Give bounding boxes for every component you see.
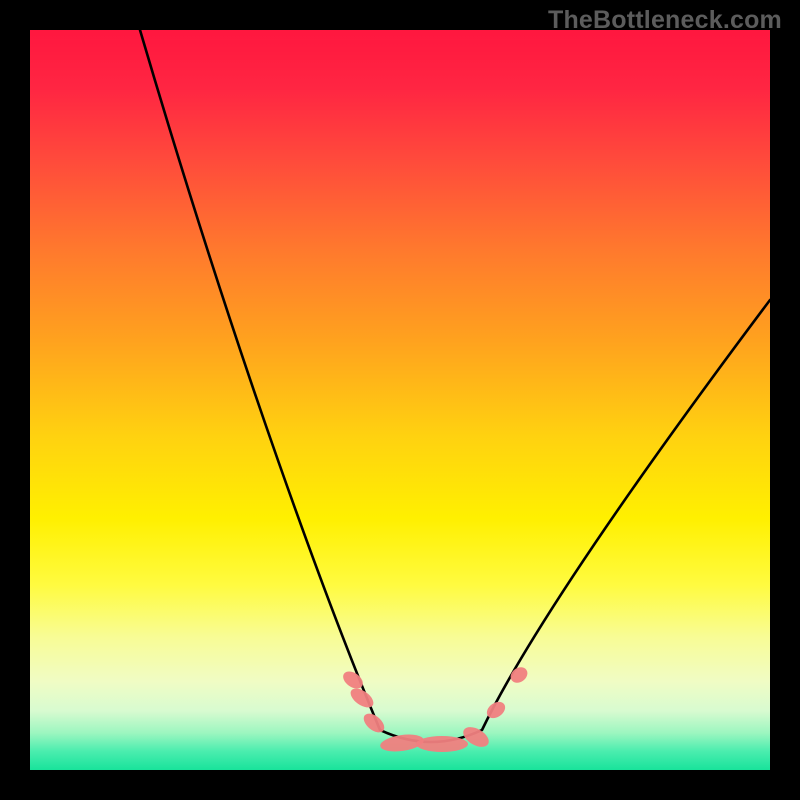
chart-svg — [30, 30, 770, 770]
watermark-label: TheBottleneck.com — [548, 6, 782, 35]
gradient-background — [30, 30, 770, 770]
curve-marker — [416, 736, 468, 752]
plot-area — [30, 30, 770, 770]
figure-frame: TheBottleneck.com — [0, 0, 800, 800]
